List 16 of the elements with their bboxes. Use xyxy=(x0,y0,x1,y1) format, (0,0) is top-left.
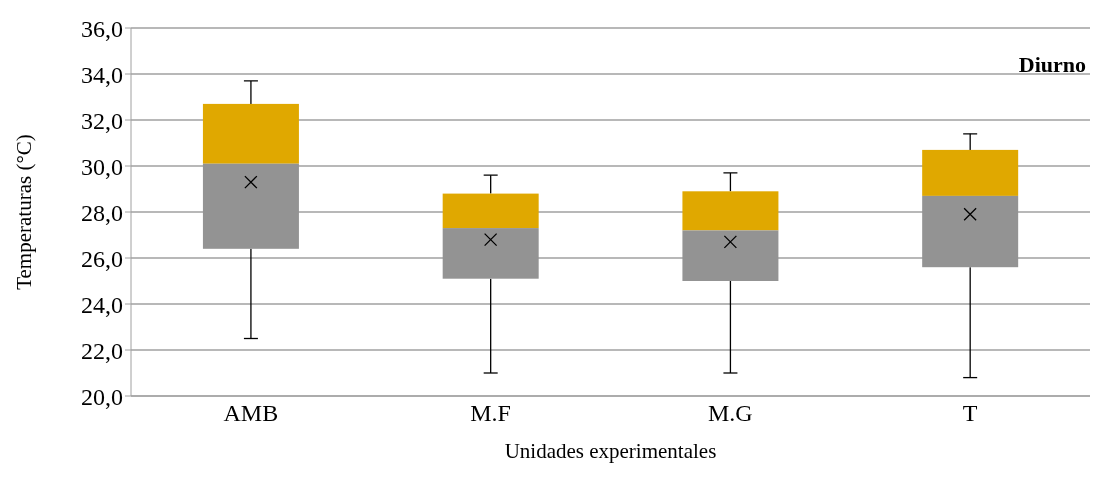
y-tick-label: 20,0 xyxy=(81,383,123,410)
y-tick-label: 36,0 xyxy=(81,15,123,42)
x-axis-title: Unidades experimentales xyxy=(504,439,717,463)
y-tick-label: 22,0 xyxy=(81,337,123,364)
y-axis-title: Temperaturas (°C) xyxy=(12,134,37,290)
x-tick-label: AMB xyxy=(223,400,279,427)
y-tick-label: 34,0 xyxy=(81,61,123,88)
y-tick-label: 24,0 xyxy=(81,291,123,318)
y-tick-label: 30,0 xyxy=(81,153,123,180)
y-tick-label: 32,0 xyxy=(81,107,123,134)
text: Diurno xyxy=(1018,52,1086,78)
x-tick-label: M.F xyxy=(470,400,511,427)
y-tick-label: 28,0 xyxy=(81,199,123,226)
x-tick-label: M.G xyxy=(708,400,753,427)
x-tick-label: T xyxy=(962,400,978,427)
y-tick-label: 26,0 xyxy=(81,245,123,272)
